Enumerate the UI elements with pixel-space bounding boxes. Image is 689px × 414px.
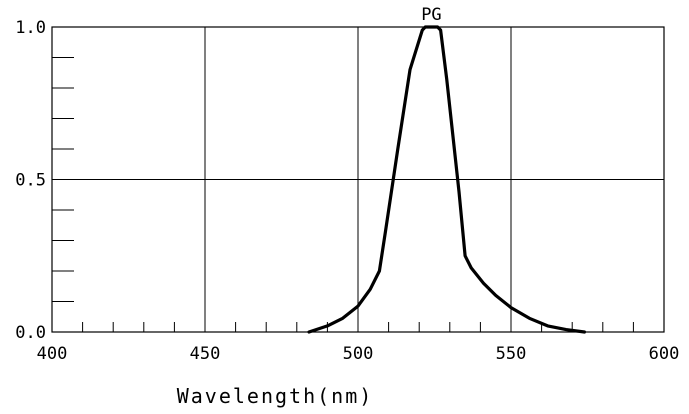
series-labels: PG <box>421 5 441 25</box>
y-tick-label-1: 0.5 <box>15 171 46 191</box>
gridlines <box>52 27 664 332</box>
series-line-pg <box>307 25 586 334</box>
x-tick-label-1: 450 <box>190 344 221 364</box>
x-tick-label-2: 500 <box>343 344 374 364</box>
y-tick-label-0: 0.0 <box>15 323 46 343</box>
minor-ticks <box>52 57 634 332</box>
series-lines <box>307 25 586 334</box>
series-label-pg: PG <box>421 5 441 25</box>
y-tick-label-2: 1.0 <box>15 18 46 38</box>
x-tick-labels: 400 450 500 550 600 <box>37 344 680 364</box>
x-axis-title: Wavelength(nm) <box>177 384 374 408</box>
x-tick-label-4: 600 <box>649 344 680 364</box>
x-tick-label-3: 550 <box>496 344 527 364</box>
y-tick-labels: 0.0 0.5 1.0 <box>15 18 46 343</box>
x-tick-label-0: 400 <box>37 344 68 364</box>
